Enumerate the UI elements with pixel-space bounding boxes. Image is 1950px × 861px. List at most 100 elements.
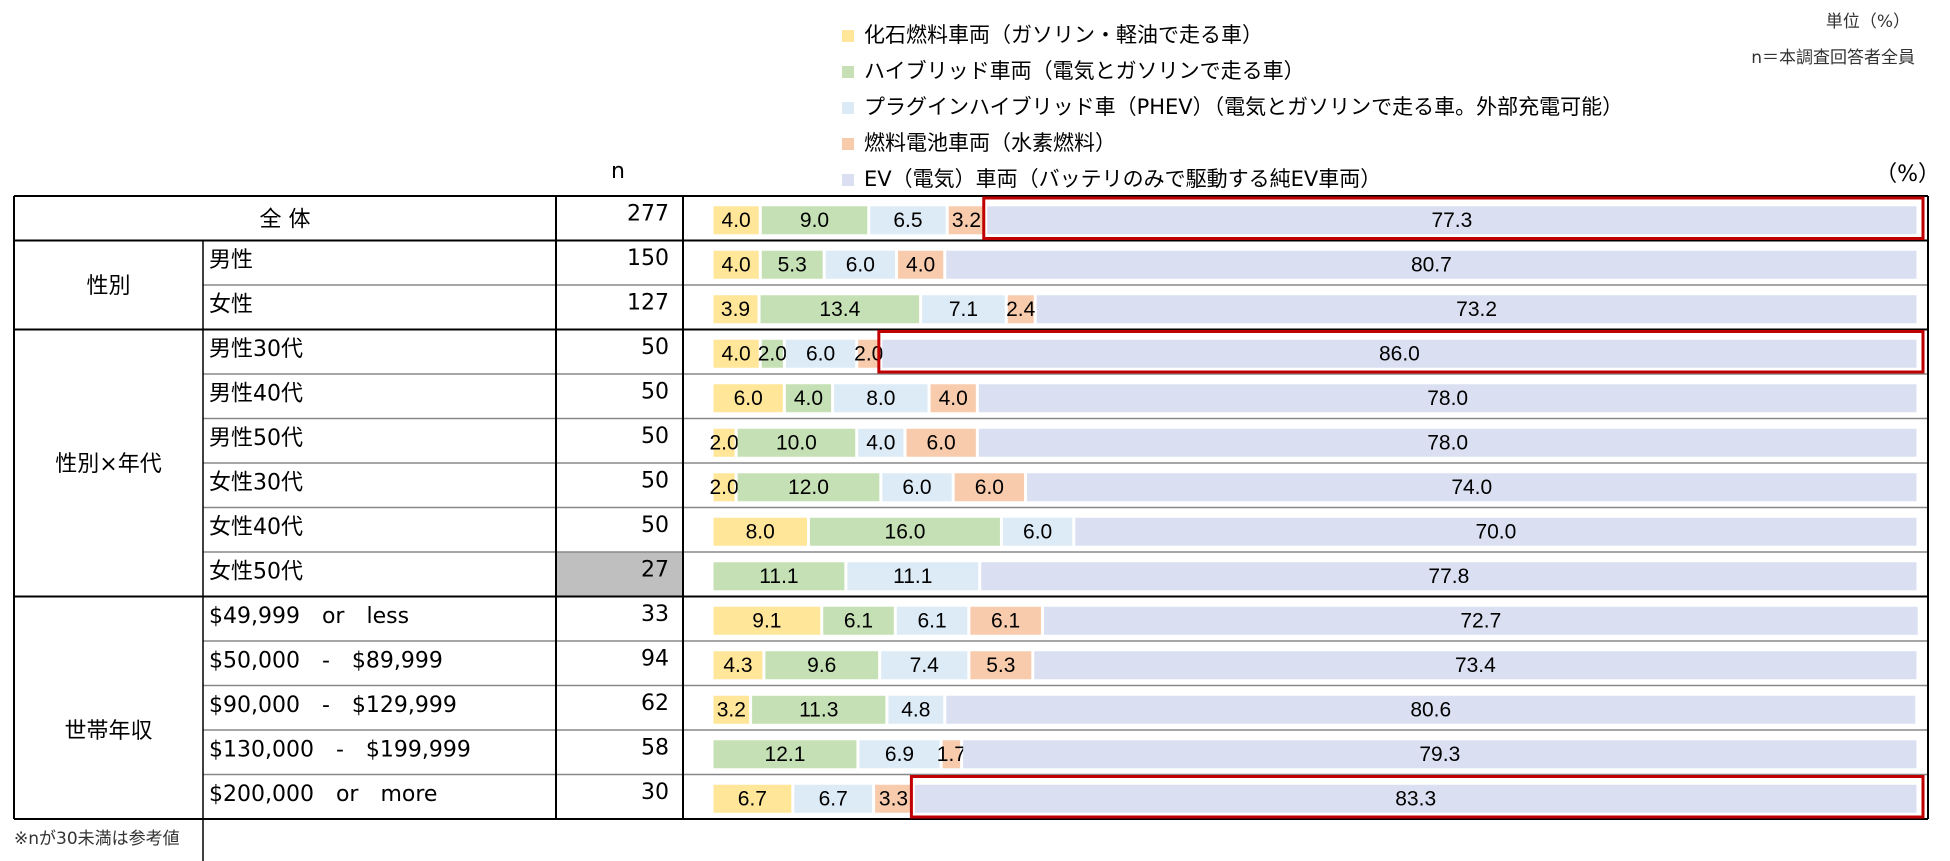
legend-label: プラグインハイブリッド車（PHEV）（電気とガソリンで走る車。外部充電可能） <box>864 95 1623 119</box>
value-label: 6.0 <box>734 387 763 410</box>
group-label: 全 体 <box>260 207 311 232</box>
bar-segment <box>858 428 904 457</box>
value-label: 6.1 <box>917 609 946 632</box>
value-label: 2.0 <box>709 476 738 499</box>
n-value: 150 <box>627 246 669 271</box>
value-label: 86.0 <box>1379 342 1420 365</box>
bar-segment <box>713 428 735 457</box>
n-value: 33 <box>641 602 669 627</box>
bar-segment <box>882 473 952 502</box>
value-label: 73.2 <box>1456 298 1497 321</box>
value-label: 3.2 <box>717 698 746 721</box>
row-label: $130,000 - $199,999 <box>209 737 471 762</box>
bar-segment <box>761 250 823 279</box>
bar-segment <box>978 384 1917 413</box>
bar-segment <box>875 784 912 813</box>
bar-segment <box>1034 651 1917 680</box>
row-label: 女性40代 <box>209 515 303 540</box>
row-label: $200,000 or more <box>209 782 437 807</box>
n-value: 58 <box>641 735 669 760</box>
highlight-box <box>877 330 1925 374</box>
bar-segment <box>713 562 845 591</box>
n-value: 50 <box>641 513 669 538</box>
value-label: 4.0 <box>722 209 751 232</box>
value-label: 7.1 <box>949 298 978 321</box>
value-label: 9.6 <box>807 654 836 677</box>
bar-segment <box>882 339 1917 368</box>
bar-segment <box>978 428 1917 457</box>
value-label: 6.0 <box>806 342 835 365</box>
value-label: 78.0 <box>1427 387 1468 410</box>
value-label: 12.0 <box>788 476 829 499</box>
value-label: 12.1 <box>765 743 806 766</box>
bar-segment <box>713 473 735 502</box>
bar-segment <box>737 473 880 502</box>
bar-segment <box>1027 473 1917 502</box>
n-value: 30 <box>641 780 669 805</box>
value-label: 6.1 <box>991 609 1020 632</box>
value-label: 11.1 <box>759 565 798 588</box>
bar-segment <box>785 339 856 368</box>
n-value: 127 <box>627 290 669 315</box>
bar-segment <box>981 562 1917 591</box>
n-note: n＝本調査回答者全員 <box>1751 48 1915 68</box>
bar-segment <box>1036 295 1917 324</box>
bar-segment <box>713 384 783 413</box>
value-label: 6.5 <box>893 209 922 232</box>
bar-segment <box>713 517 807 546</box>
bar-segment <box>881 651 968 680</box>
n-value: 62 <box>641 691 669 716</box>
bar-segment <box>963 740 1917 769</box>
bar-segment <box>713 339 759 368</box>
value-label: 13.4 <box>819 298 860 321</box>
bar-segment <box>809 517 1000 546</box>
value-label: 6.0 <box>975 476 1004 499</box>
bar-segment <box>713 695 750 724</box>
row-label: $90,000 - $129,999 <box>209 693 457 718</box>
value-label: 4.3 <box>723 654 752 677</box>
bar-segment <box>914 784 1917 813</box>
legend-swatch <box>842 138 854 150</box>
highlight-box <box>909 775 1925 819</box>
bar-segment <box>942 740 961 769</box>
bar-segment <box>946 250 1917 279</box>
bar-segment <box>870 206 946 235</box>
row-label: $50,000 - $89,999 <box>209 648 443 673</box>
bar-segment <box>847 562 979 591</box>
n-header: n <box>611 159 625 184</box>
bar-segment <box>954 473 1025 502</box>
n-value: 50 <box>641 335 669 360</box>
unit-note: 単位（%） <box>1826 12 1910 32</box>
value-label: 9.0 <box>800 209 829 232</box>
group-label: 性別×年代 <box>55 452 161 477</box>
highlight-box <box>982 196 1925 240</box>
bar-segment <box>713 295 758 324</box>
legend-swatch <box>842 66 854 78</box>
n-value: 27 <box>641 557 669 582</box>
value-label: 1.7 <box>937 743 966 766</box>
value-label: 72.7 <box>1460 609 1501 632</box>
bar-segment <box>896 606 968 635</box>
value-label: 11.1 <box>893 565 932 588</box>
value-label: 5.3 <box>778 253 807 276</box>
legend-swatch <box>842 30 854 42</box>
bar-segment <box>922 295 1005 324</box>
bar-segment <box>823 606 894 635</box>
value-label: 73.4 <box>1455 654 1496 677</box>
value-label: 79.3 <box>1419 743 1460 766</box>
bar-segment <box>948 206 985 235</box>
value-label: 16.0 <box>885 520 926 543</box>
value-label: 6.0 <box>846 253 875 276</box>
value-label: 77.3 <box>1431 209 1472 232</box>
bar-segment <box>970 651 1032 680</box>
n-value: 50 <box>641 468 669 493</box>
value-label: 3.9 <box>721 298 750 321</box>
bar-segment <box>713 740 857 769</box>
value-label: 2.0 <box>758 342 787 365</box>
value-label: 70.0 <box>1475 520 1516 543</box>
bar-segment <box>1043 606 1918 635</box>
bar-segment <box>713 651 763 680</box>
value-label: 5.3 <box>986 654 1015 677</box>
bar-segment <box>987 206 1917 235</box>
group-label: 世帯年収 <box>64 719 152 744</box>
